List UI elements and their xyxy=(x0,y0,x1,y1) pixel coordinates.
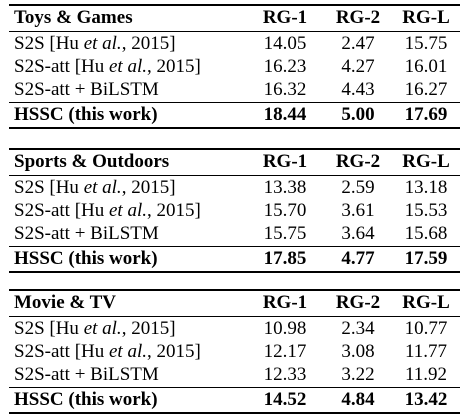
rgl-value: 10.77 xyxy=(404,318,448,339)
rg1-value: 14.52 xyxy=(263,389,307,410)
header-rgl: RG-L xyxy=(402,292,450,313)
rgl-value: 15.75 xyxy=(404,33,448,54)
rg2-value: 3.64 xyxy=(341,223,375,244)
top-rule xyxy=(9,4,460,6)
method-name: S2S-att [Hu et al., 2015] xyxy=(14,56,201,77)
rg1-value: 18.44 xyxy=(263,104,307,125)
table-row: S2S-att [Hu et al., 2015] 16.23 4.27 16.… xyxy=(9,55,460,79)
header-rg1: RG-1 xyxy=(262,7,308,28)
header-rule xyxy=(9,31,460,32)
rg1-value: 15.75 xyxy=(263,223,307,244)
header-rg2: RG-2 xyxy=(335,292,381,313)
category-label: Movie & TV xyxy=(14,292,117,313)
bottom-rule xyxy=(9,271,460,273)
table-row: S2S-att + BiLSTM 15.75 3.64 15.68 xyxy=(9,222,460,246)
rg2-value: 2.59 xyxy=(341,177,375,198)
header-rg1: RG-1 xyxy=(262,292,308,313)
header-rgl: RG-L xyxy=(402,7,450,28)
method-name: S2S [Hu et al., 2015] xyxy=(14,33,176,54)
header-row: Toys & Games RG-1 RG-2 RG-L xyxy=(9,6,460,30)
rg2-value: 4.27 xyxy=(341,56,375,77)
mid-rule xyxy=(9,246,460,247)
table-row: S2S [Hu et al., 2015] 13.38 2.59 13.18 xyxy=(9,176,460,200)
rg2-value: 3.22 xyxy=(341,364,375,385)
header-rg1: RG-1 xyxy=(262,151,308,172)
table-toys-games: Toys & Games RG-1 RG-2 RG-L S2S [Hu et a… xyxy=(9,4,460,129)
rgl-value: 11.77 xyxy=(404,341,448,362)
rg1-value: 16.32 xyxy=(263,79,307,100)
rg2-value: 4.77 xyxy=(341,248,375,269)
mid-rule xyxy=(9,387,460,388)
method-name: S2S-att [Hu et al., 2015] xyxy=(14,341,201,362)
rg2-value: 2.34 xyxy=(341,318,375,339)
rg1-value: 17.85 xyxy=(263,248,307,269)
rgl-value: 13.18 xyxy=(404,177,448,198)
method-name: S2S-att + BiLSTM xyxy=(14,364,159,385)
header-rule xyxy=(9,175,460,176)
table-sports-outdoors: Sports & Outdoors RG-1 RG-2 RG-L S2S [Hu… xyxy=(9,148,460,273)
bottom-rule xyxy=(9,127,460,129)
header-rgl: RG-L xyxy=(402,151,450,172)
rgl-value: 15.53 xyxy=(404,200,448,221)
rgl-value: 17.59 xyxy=(404,248,448,269)
rgl-value: 11.92 xyxy=(404,364,448,385)
method-name: HSSC (this work) xyxy=(14,104,158,125)
rg2-value: 3.08 xyxy=(341,341,375,362)
rg1-value: 13.38 xyxy=(263,177,307,198)
rgl-value: 15.68 xyxy=(404,223,448,244)
header-rg2: RG-2 xyxy=(335,151,381,172)
rgl-value: 13.42 xyxy=(404,389,448,410)
table-row: S2S-att + BiLSTM 12.33 3.22 11.92 xyxy=(9,363,460,387)
rg2-value: 5.00 xyxy=(341,104,375,125)
method-name: S2S-att [Hu et al., 2015] xyxy=(14,200,201,221)
table-row: S2S [Hu et al., 2015] 14.05 2.47 15.75 xyxy=(9,32,460,56)
method-name: HSSC (this work) xyxy=(14,248,158,269)
category-label: Toys & Games xyxy=(14,7,133,28)
rg1-value: 16.23 xyxy=(263,56,307,77)
final-row: HSSC (this work) 14.52 4.84 13.42 xyxy=(9,388,460,412)
method-name: HSSC (this work) xyxy=(14,389,158,410)
table-row: S2S [Hu et al., 2015] 10.98 2.34 10.77 xyxy=(9,317,460,341)
rgl-value: 17.69 xyxy=(404,104,448,125)
rg1-value: 12.33 xyxy=(263,364,307,385)
rg2-value: 4.84 xyxy=(341,389,375,410)
rg1-value: 10.98 xyxy=(263,318,307,339)
rg1-value: 12.17 xyxy=(263,341,307,362)
rg2-value: 3.61 xyxy=(341,200,375,221)
method-name: S2S [Hu et al., 2015] xyxy=(14,318,176,339)
mid-rule xyxy=(9,102,460,103)
rg2-value: 2.47 xyxy=(341,33,375,54)
method-name: S2S-att + BiLSTM xyxy=(14,223,159,244)
table-row: S2S-att [Hu et al., 2015] 12.17 3.08 11.… xyxy=(9,340,460,364)
table-movie-tv: Movie & TV RG-1 RG-2 RG-L S2S [Hu et al.… xyxy=(9,289,460,414)
header-row: Sports & Outdoors RG-1 RG-2 RG-L xyxy=(9,150,460,174)
top-rule xyxy=(9,289,460,291)
table-row: S2S-att [Hu et al., 2015] 15.70 3.61 15.… xyxy=(9,199,460,223)
final-row: HSSC (this work) 18.44 5.00 17.69 xyxy=(9,103,460,127)
category-label: Sports & Outdoors xyxy=(14,151,170,172)
header-rg2: RG-2 xyxy=(335,7,381,28)
final-row: HSSC (this work) 17.85 4.77 17.59 xyxy=(9,247,460,271)
rgl-value: 16.27 xyxy=(404,79,448,100)
rg1-value: 14.05 xyxy=(263,33,307,54)
rg2-value: 4.43 xyxy=(341,79,375,100)
method-name: S2S [Hu et al., 2015] xyxy=(14,177,176,198)
rg1-value: 15.70 xyxy=(263,200,307,221)
header-row: Movie & TV RG-1 RG-2 RG-L xyxy=(9,291,460,315)
table-row: S2S-att + BiLSTM 16.32 4.43 16.27 xyxy=(9,78,460,102)
bottom-rule xyxy=(9,412,460,414)
header-rule xyxy=(9,316,460,317)
top-rule xyxy=(9,148,460,150)
rgl-value: 16.01 xyxy=(404,56,448,77)
method-name: S2S-att + BiLSTM xyxy=(14,79,159,100)
